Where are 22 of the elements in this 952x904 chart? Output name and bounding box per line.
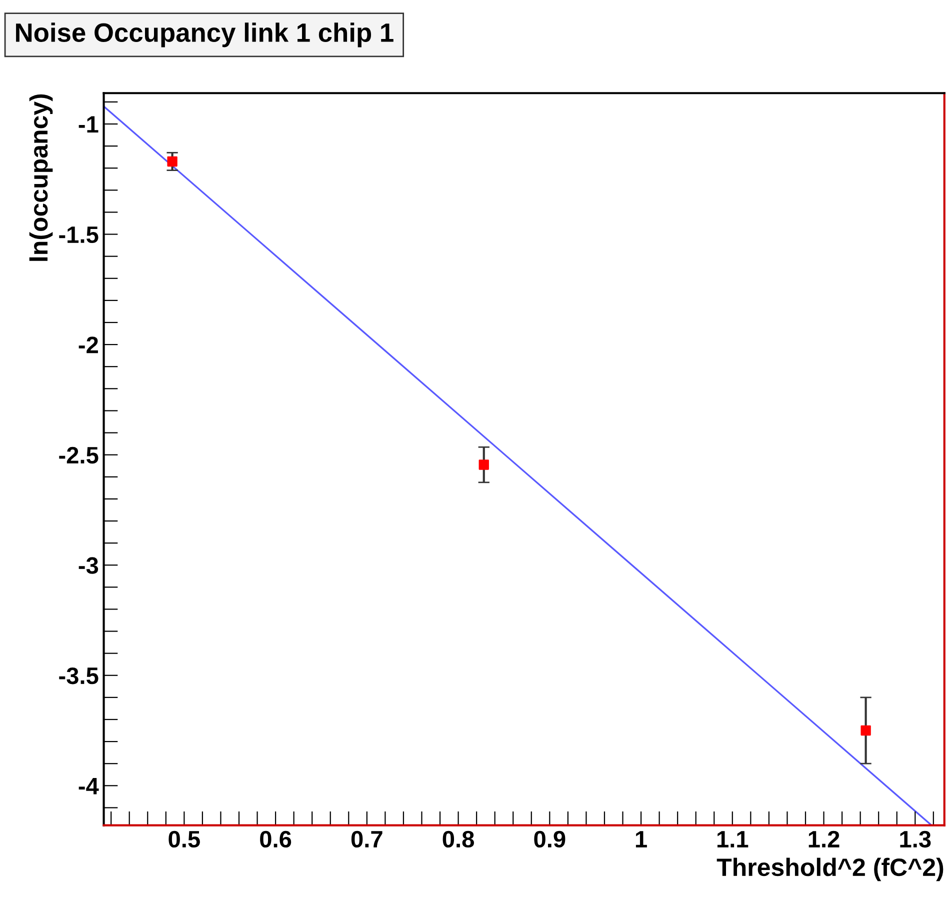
y-tick-label: -3 — [78, 557, 98, 574]
x-tick-label: 0.9 — [534, 830, 566, 848]
x-tick-label: 0.7 — [351, 830, 382, 848]
y-tick-label: -1 — [78, 116, 98, 133]
x-tick-label: 1.3 — [900, 830, 931, 848]
point — [860, 725, 871, 736]
x-tick-label: 0.6 — [260, 830, 292, 848]
x-tick-label: 1 — [636, 831, 647, 848]
y-tick-label: -2 — [78, 336, 98, 354]
x-tick-label: 1.1 — [717, 831, 748, 848]
point — [478, 460, 489, 470]
y-tick-label: -4 — [78, 778, 99, 794]
y-tick-label: -1.5 — [59, 226, 98, 244]
point — [167, 156, 178, 167]
chart-title: Noise Occupancy link 1 chip 1 — [16, 22, 394, 48]
x-tick-label: 0.8 — [442, 830, 474, 848]
y-tick-label: -2.5 — [59, 446, 98, 464]
y-tick-label: -3.5 — [59, 667, 98, 684]
y-axis-title: ln(occupancy) — [29, 94, 53, 261]
x-tick-label: 0.5 — [168, 830, 200, 848]
x-tick-label: 1.2 — [808, 830, 840, 848]
x-axis-title: Threshold^2 (fC^2) — [716, 858, 944, 882]
